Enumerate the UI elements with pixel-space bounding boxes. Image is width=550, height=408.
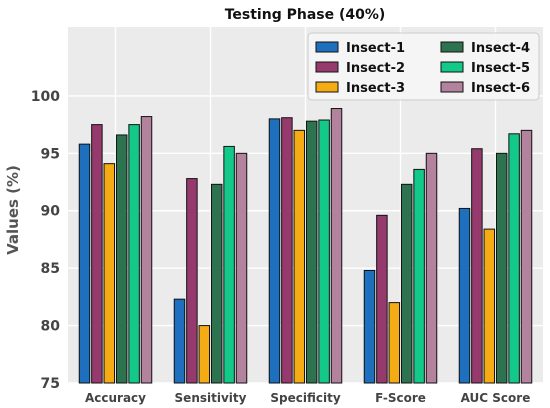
legend-label-insect-1: Insect-1 [346,41,405,56]
bar-insect-2-sensitivity [186,178,198,384]
legend-label-insect-2: Insect-2 [346,61,405,76]
bar-insect-5-auc-score [508,133,520,384]
bar-insect-4-accuracy [115,134,128,384]
x-tick-label: Sensitivity [175,391,247,405]
bar-insect-4-sensitivity [210,183,223,384]
bar-insect-6-f-score [425,152,438,384]
bar-insect-4-specificity [305,120,318,384]
bar-insect-6-sensitivity [235,152,248,384]
x-tick-label: AUC Score [461,391,531,405]
legend-swatch-insect-3 [315,81,339,93]
bar-insect-3-specificity [293,129,306,384]
bar-insect-2-auc-score [471,148,483,384]
bar-insect-2-accuracy [91,124,103,384]
bar-insect-5-specificity [318,119,330,384]
y-tick-label: 85 [41,261,60,277]
legend-label-insect-4: Insect-4 [471,41,530,56]
bar-insect-6-auc-score [520,129,533,384]
legend-swatch-insect-4 [440,41,464,53]
bar-insect-4-auc-score [495,152,508,384]
legend-label-insect-6: Insect-6 [471,81,530,96]
bar-insect-1-auc-score [458,207,471,384]
legend-box [307,32,540,101]
bar-insect-6-accuracy [140,116,153,384]
bar-insect-3-auc-score [483,228,496,384]
bar-insect-4-f-score [400,183,413,384]
y-tick-label: 100 [31,89,60,105]
bar-insect-2-f-score [376,214,388,384]
bar-insect-3-f-score [388,302,401,384]
legend-label-insect-5: Insect-5 [471,61,530,76]
y-tick-label: 90 [41,204,61,220]
bar-insect-1-f-score [363,269,376,384]
legend-swatch-insect-1 [315,41,339,53]
bar-insect-1-sensitivity [173,298,186,384]
x-tick-label: Accuracy [85,391,146,405]
bar-insect-6-specificity [330,108,343,384]
legend-swatch-insect-5 [440,61,464,73]
legend-swatch-insect-2 [315,61,339,73]
legend-swatch-insect-6 [440,81,464,93]
x-tick-label: F-Score [375,391,426,405]
chart-title: Testing Phase (40%) [225,7,386,23]
y-axis-label: Values (%) [4,165,22,255]
bar-insect-5-sensitivity [223,145,235,384]
bar-insect-3-sensitivity [198,325,211,384]
bar-insect-5-f-score [413,168,425,384]
x-tick-label: Specificity [270,391,340,405]
y-tick-label: 80 [41,319,61,335]
y-tick-label: 95 [41,146,60,162]
legend-label-insect-3: Insect-3 [346,81,405,96]
bar-insect-1-accuracy [78,143,91,384]
bar-insect-3-accuracy [103,163,116,384]
bar-insect-1-specificity [268,118,281,384]
y-tick-label: 75 [41,376,60,392]
bar-insect-5-accuracy [128,124,140,384]
bar-insect-2-specificity [281,117,293,384]
